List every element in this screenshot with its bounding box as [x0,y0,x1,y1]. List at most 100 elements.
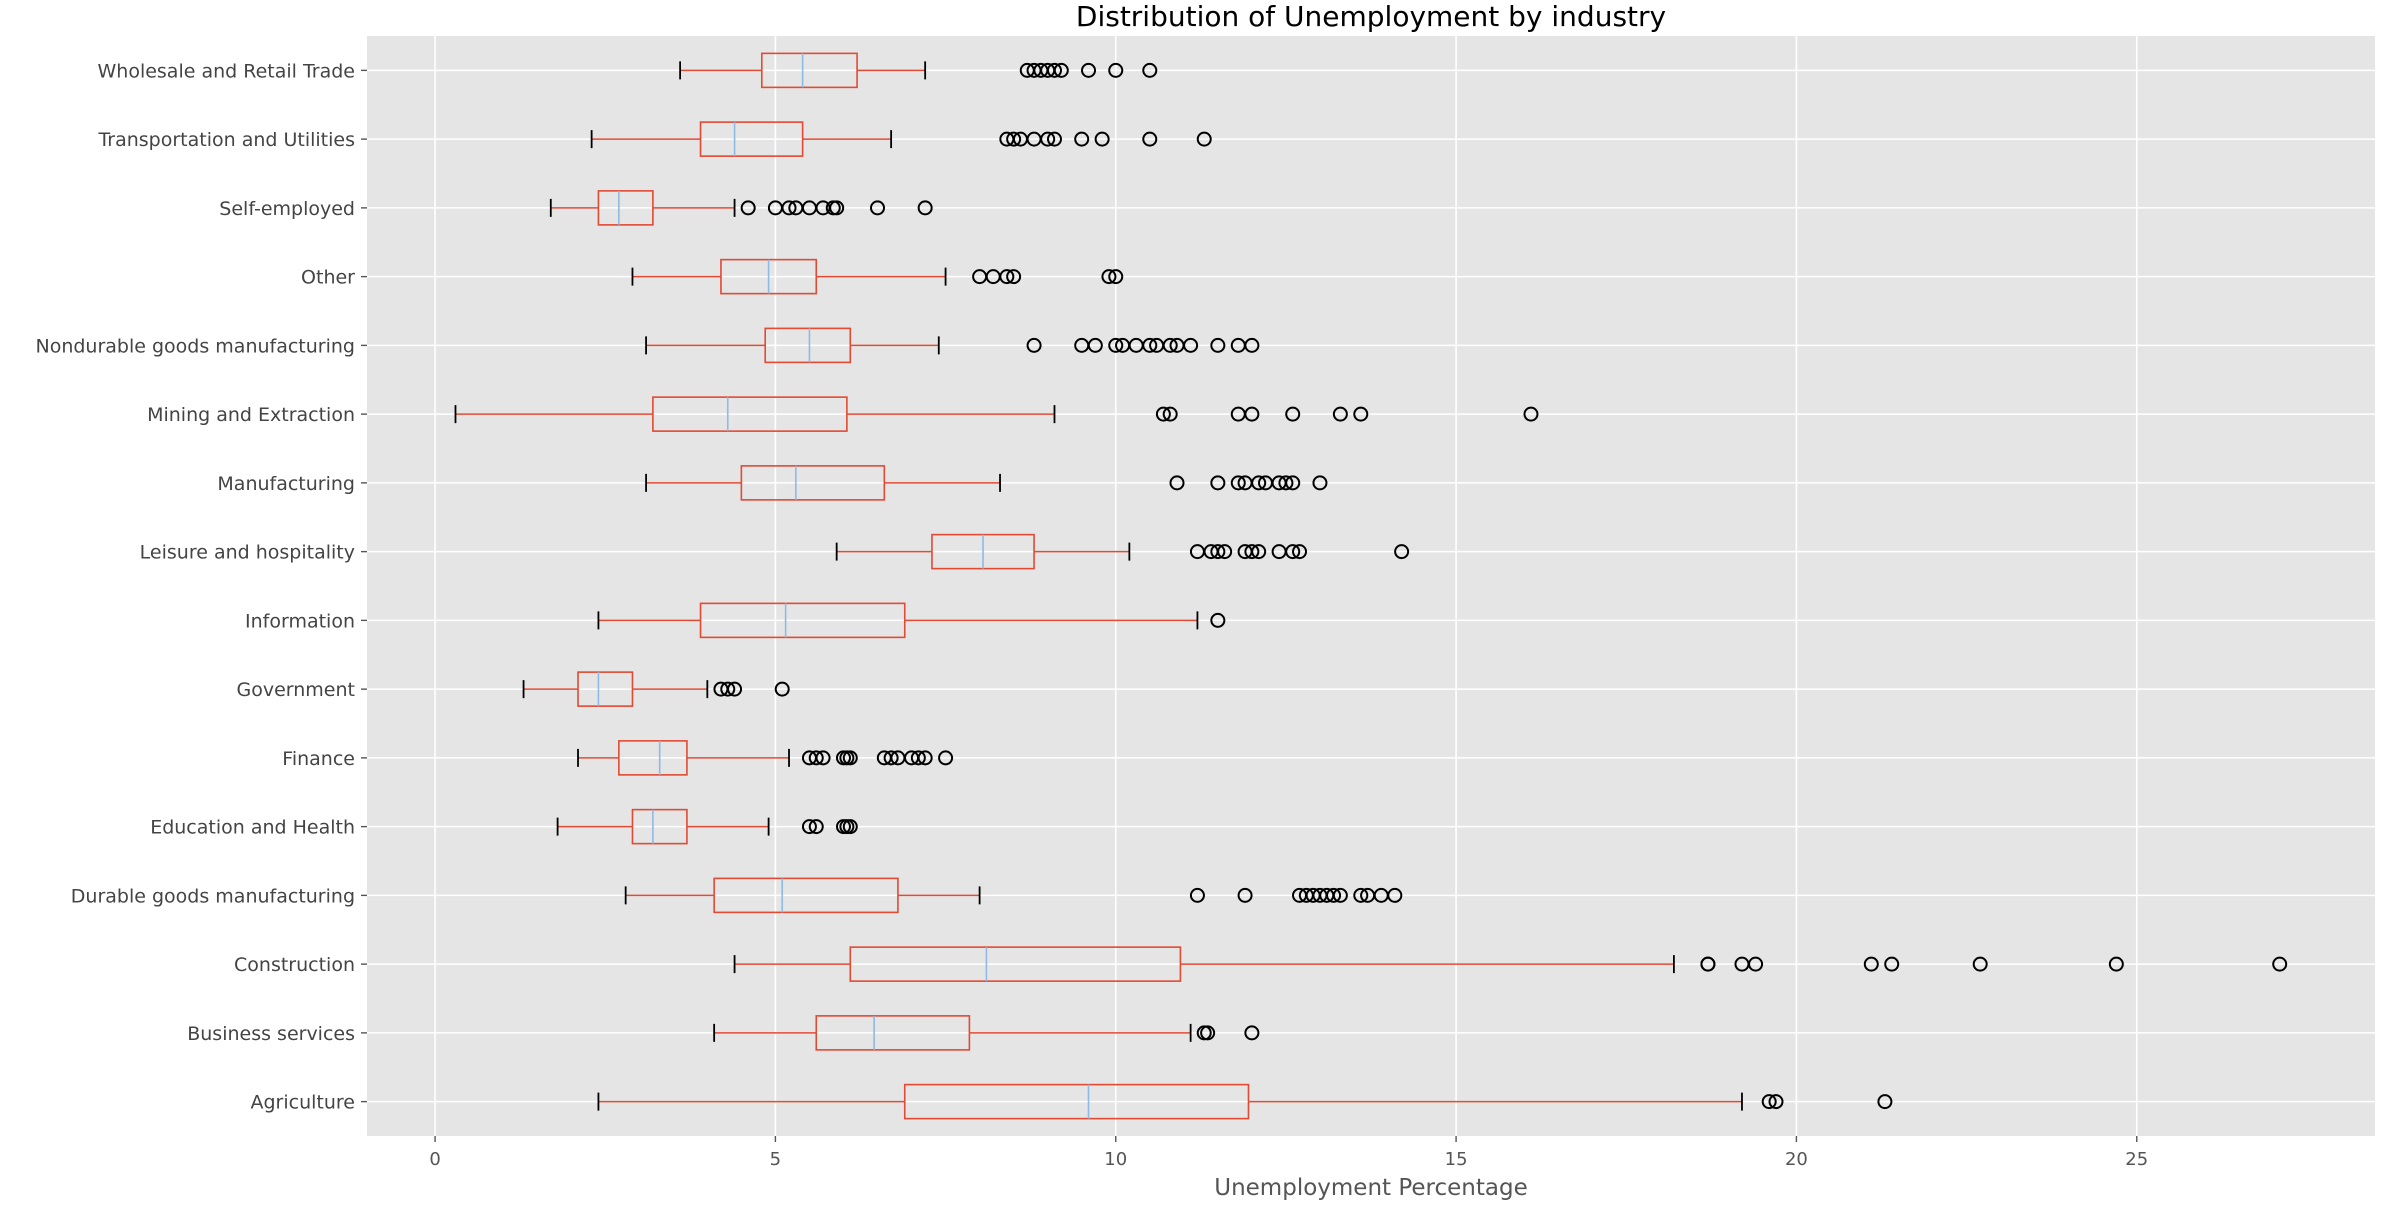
y-tick-label: Government [237,679,356,701]
box-group [454,396,1539,432]
x-axis: 0 5 10 15 20 25 [429,1136,2148,1170]
outlier-point [1006,269,1022,285]
y-tick-label: Transportation and Utilities [97,129,355,151]
outlier-point [720,681,736,697]
outlier-point [808,819,824,835]
box-group [713,1015,1260,1051]
y-tick-label: Nondurable goods manufacturing [35,335,355,357]
outlier-point [917,750,933,766]
outlier-point [1244,337,1260,353]
outlier-point [1142,62,1158,78]
box-group [549,190,933,226]
x-tick-label: 25 [2125,1149,2148,1170]
x-tick-label: 5 [770,1149,781,1170]
box-iqr [618,740,688,776]
outlier-point [1251,475,1267,491]
outlier-point [1108,337,1124,353]
outlier-point [727,681,743,697]
box-group [645,465,1328,501]
outlier-point [1087,337,1103,353]
y-tick-label: Self-employed [219,198,355,220]
outlier-point [829,200,845,216]
outlier-point [870,200,886,216]
outlier-point [774,681,790,697]
outlier-point [1053,62,1069,78]
outlier-point [1353,887,1369,903]
outlier-point [999,269,1015,285]
outlier-point [1210,475,1226,491]
outlier-point [1162,337,1178,353]
box-group [733,946,2288,982]
box-group [631,258,1124,295]
box-group [679,52,1158,89]
outlier-point [1169,475,1185,491]
chart-title: Distribution of Unemployment by industry [1076,0,1666,33]
outlier-point [1312,475,1328,491]
outlier-point [1353,406,1369,422]
outlier-point [781,200,797,216]
outlier-point [1523,406,1539,422]
box-iqr [652,396,848,432]
outlier-point [1040,131,1056,147]
plot-area [367,36,2375,1136]
box-group [590,121,1212,157]
box-iqr [903,1083,1250,1120]
outlier-point [2272,956,2288,972]
outlier-point [1210,612,1226,628]
y-tick-label: Information [245,610,355,632]
outlier-point [1108,269,1124,285]
box-iqr [699,602,906,639]
outlier-point [1210,544,1226,560]
outlier-point [1189,887,1205,903]
outlier-point [842,819,858,835]
outlier-point [1155,406,1171,422]
y-tick-label: Business services [187,1023,355,1045]
outlier-point [1006,131,1022,147]
outlier-point [1026,337,1042,353]
outlier-point [1183,337,1199,353]
y-tick-label: Durable goods manufacturing [71,885,355,907]
outlier-point [2108,956,2124,972]
outlier-point [1142,337,1158,353]
outlier-point [1884,956,1900,972]
outlier-point [1230,475,1246,491]
outlier-point [1210,337,1226,353]
outlier-point [1108,62,1124,78]
outlier-point [1761,1094,1777,1110]
box-iqr [713,877,899,914]
y-tick-label: Finance [282,748,355,770]
outlier-point [883,750,899,766]
outlier-point [1200,1025,1216,1041]
outlier-point [1292,544,1308,560]
outlier-point [808,750,824,766]
box-series [454,52,2288,1120]
outlier-point [1387,887,1403,903]
x-tick-label: 20 [1785,1149,1808,1170]
y-tick-label: Manufacturing [217,473,355,495]
box-iqr [631,808,688,845]
outlier-point [1251,544,1267,560]
box-group [645,327,1260,364]
outlier-point [842,750,858,766]
box-iqr [740,465,886,501]
box-group [597,1083,1893,1120]
box-group [597,602,1226,639]
box-iqr [764,327,852,364]
box-group [835,533,1410,570]
outlier-point [1332,887,1348,903]
outlier-point [1162,406,1178,422]
outlier-point [1244,544,1260,560]
y-tick-label: Agriculture [251,1092,356,1114]
box-iqr [597,190,654,226]
outlier-point [1217,544,1233,560]
x-tick-label: 15 [1445,1149,1468,1170]
box-group [522,671,790,707]
outlier-point [1972,956,1988,972]
y-axis: Agriculture Business services Construction… [35,60,367,1114]
outlier-point [1877,1094,1893,1110]
box-iqr [815,1015,971,1051]
outlier-point [1700,956,1716,972]
outlier-point [801,819,817,835]
outlier-point [1074,131,1090,147]
